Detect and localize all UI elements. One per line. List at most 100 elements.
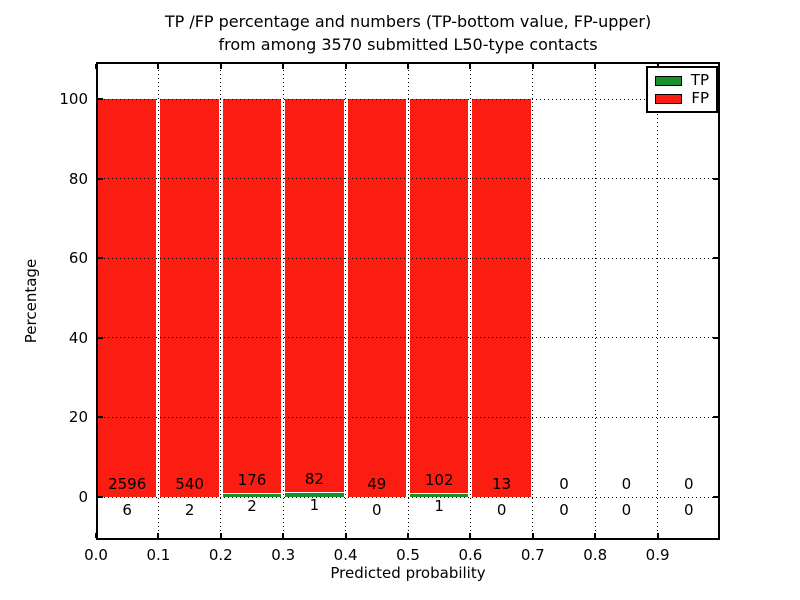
x-tick-mark bbox=[282, 533, 285, 538]
x-tick-mark bbox=[219, 533, 222, 538]
x-tick-label: 0.3 bbox=[271, 546, 296, 564]
y-axis-label: Percentage bbox=[22, 258, 40, 344]
tp-count-label: 0 bbox=[559, 501, 569, 519]
tp-count-label: 0 bbox=[496, 501, 507, 519]
y-tick-mark bbox=[98, 416, 103, 419]
x-tick-mark bbox=[469, 64, 472, 69]
y-tick-mark bbox=[98, 98, 103, 100]
axis-spine-top bbox=[96, 62, 720, 64]
x-tick-label: 0.8 bbox=[583, 546, 608, 564]
legend: TP FP bbox=[646, 66, 718, 113]
x-tick-mark bbox=[219, 64, 222, 69]
legend-item-tp: TP bbox=[655, 73, 709, 88]
fp-count-label: 13 bbox=[492, 475, 512, 493]
y-tick-label: 100 bbox=[59, 90, 88, 108]
fp-bar-segment bbox=[285, 99, 344, 492]
v-gridline bbox=[282, 62, 284, 540]
tp-bar-segment bbox=[285, 492, 344, 497]
x-tick-label: 0.0 bbox=[84, 546, 108, 564]
x-axis-label: Predicted probability bbox=[330, 564, 486, 582]
y-tick-mark bbox=[713, 177, 718, 180]
fp-count-label: 0 bbox=[621, 475, 632, 493]
v-gridline bbox=[532, 62, 534, 540]
plot-area: 2596 6 540 2 176 2 82 1 49 0 102 1 13 0 0 0 0 0 0 0 bbox=[95, 62, 720, 540]
tp-count-label: 0 bbox=[684, 501, 694, 519]
x-tick-label: 0.9 bbox=[645, 546, 670, 564]
fp-bar-segment bbox=[410, 99, 469, 493]
y-tick-mark bbox=[713, 257, 718, 260]
y-tick-label: 20 bbox=[68, 408, 88, 427]
tp-count-label: 1 bbox=[434, 497, 444, 515]
x-tick-mark bbox=[95, 533, 97, 538]
axis-spine-right bbox=[718, 62, 720, 540]
fp-bar-segment bbox=[160, 99, 219, 497]
legend-label-fp: FP bbox=[691, 89, 709, 107]
tp-count-label: 2 bbox=[184, 501, 195, 519]
tp-swatch-icon bbox=[655, 75, 682, 86]
y-tick-mark bbox=[713, 336, 718, 339]
x-tick-mark bbox=[95, 64, 97, 69]
legend-item-fp: FP bbox=[655, 91, 709, 106]
chart-title-line2: from among 3570 submitted L50-type conta… bbox=[218, 35, 598, 54]
x-tick-label: 0.5 bbox=[396, 546, 420, 564]
x-tick-label: 0.1 bbox=[146, 546, 171, 564]
v-gridline bbox=[407, 62, 409, 540]
fp-bar-segment bbox=[347, 99, 406, 497]
y-tick-label: 40 bbox=[68, 328, 88, 347]
x-tick-mark bbox=[157, 64, 160, 69]
fp-bar-segment bbox=[98, 99, 157, 497]
tp-bar-segment bbox=[410, 493, 469, 497]
fp-count-label: 0 bbox=[559, 475, 569, 493]
v-gridline bbox=[157, 62, 159, 540]
chart-title: TP /FP percentage and numbers (TP-bottom… bbox=[96, 10, 720, 56]
y-tick-mark bbox=[98, 496, 103, 498]
y-tick-mark bbox=[98, 336, 103, 339]
fp-count-label: 82 bbox=[304, 470, 324, 488]
x-tick-label: 0.6 bbox=[458, 546, 483, 564]
y-tick-mark bbox=[713, 496, 718, 498]
x-tick-label: 0.4 bbox=[333, 546, 358, 564]
x-tick-mark bbox=[594, 533, 597, 538]
v-gridline bbox=[220, 62, 222, 540]
fp-bar-segment bbox=[472, 99, 531, 497]
fp-count-label: 540 bbox=[175, 475, 204, 493]
axis-spine-bottom bbox=[96, 538, 720, 540]
tp-count-label: 2 bbox=[247, 497, 257, 515]
x-tick-mark bbox=[531, 64, 534, 69]
y-tick-label: 0 bbox=[78, 488, 88, 506]
v-gridline bbox=[657, 62, 659, 540]
x-tick-mark bbox=[407, 533, 409, 538]
axis-spine-left bbox=[96, 62, 98, 540]
x-tick-mark bbox=[344, 64, 347, 69]
tp-bar-segment bbox=[222, 493, 282, 497]
x-tick-mark bbox=[407, 64, 409, 69]
x-tick-label: 0.2 bbox=[208, 546, 233, 564]
tp-count-label: 0 bbox=[621, 501, 632, 519]
y-tick-label: 80 bbox=[68, 169, 88, 188]
fp-count-label: 102 bbox=[424, 471, 454, 489]
y-tick-mark bbox=[98, 177, 103, 180]
x-tick-mark bbox=[469, 533, 472, 538]
fp-bar-segment bbox=[222, 99, 282, 493]
fp-swatch-icon bbox=[655, 93, 683, 104]
v-gridline bbox=[345, 62, 347, 540]
v-gridline bbox=[594, 62, 596, 540]
x-tick-mark bbox=[282, 64, 285, 69]
fp-count-label: 176 bbox=[237, 471, 267, 489]
y-tick-mark bbox=[98, 257, 103, 260]
chart-title-line1: TP /FP percentage and numbers (TP-bottom… bbox=[164, 12, 652, 31]
x-tick-mark bbox=[157, 533, 160, 538]
fp-count-label: 2596 bbox=[108, 475, 147, 493]
x-tick-mark bbox=[531, 533, 534, 538]
y-tick-label: 60 bbox=[68, 249, 88, 268]
y-tick-mark bbox=[713, 416, 718, 419]
x-tick-mark bbox=[656, 533, 659, 538]
tp-count-label: 0 bbox=[372, 501, 382, 519]
tp-count-label: 6 bbox=[122, 501, 132, 519]
fp-count-label: 0 bbox=[684, 475, 694, 493]
v-gridline bbox=[469, 62, 471, 540]
fp-count-label: 49 bbox=[367, 475, 387, 493]
x-tick-mark bbox=[594, 64, 597, 69]
x-tick-label: 0.7 bbox=[520, 546, 545, 564]
